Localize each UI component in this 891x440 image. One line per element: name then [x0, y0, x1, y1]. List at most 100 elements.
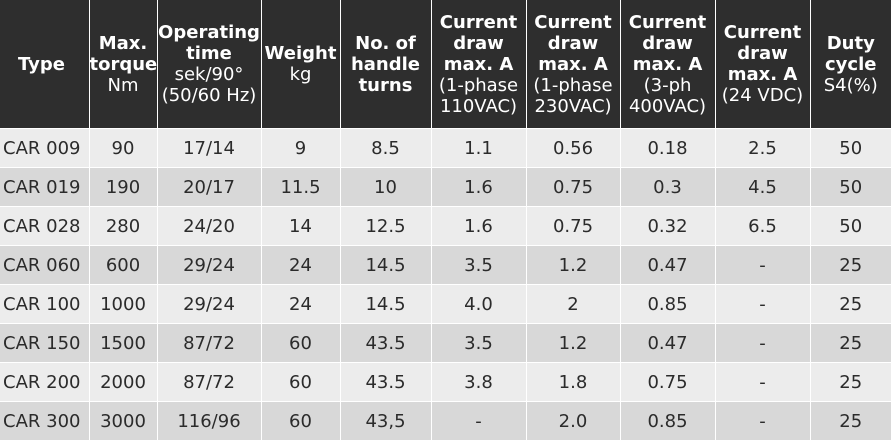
header-operating-time: Operating time sek/90° (50/60 Hz)	[157, 0, 261, 129]
cell-duty-cycle: 50	[810, 207, 891, 246]
cell-type: CAR 300	[0, 402, 89, 440]
header-unit: S4(%)	[811, 75, 891, 96]
cell-current-230vac: 2	[526, 285, 620, 324]
cell-weight: 9	[261, 129, 340, 168]
cell-operating-time: 17/14	[157, 129, 261, 168]
header-unit: (3-ph	[621, 75, 715, 96]
cell-max-torque: 190	[89, 168, 157, 207]
cell-max-torque: 1000	[89, 285, 157, 324]
cell-current-230vac: 2.0	[526, 402, 620, 440]
cell-current-24vdc: -	[715, 402, 810, 440]
header-label: time	[158, 43, 261, 64]
header-max-torque: Max. torque Nm	[89, 0, 157, 129]
cell-max-torque: 1500	[89, 324, 157, 363]
header-unit: (24 VDC)	[716, 85, 810, 106]
cell-current-110vac: -	[431, 402, 526, 440]
cell-max-torque: 2000	[89, 363, 157, 402]
header-label: max. A	[716, 64, 810, 85]
header-unit: (1-phase	[527, 75, 620, 96]
header-unit: sek/90°	[158, 64, 261, 85]
cell-weight: 24	[261, 285, 340, 324]
header-label: Type	[18, 54, 89, 75]
cell-duty-cycle: 25	[810, 246, 891, 285]
cell-current-230vac: 0.56	[526, 129, 620, 168]
cell-duty-cycle: 50	[810, 168, 891, 207]
cell-current-24vdc: 4.5	[715, 168, 810, 207]
cell-type: CAR 100	[0, 285, 89, 324]
header-label: Current	[621, 12, 715, 33]
cell-current-400vac: 0.85	[620, 402, 715, 440]
header-label: Max.	[90, 33, 157, 54]
cell-current-110vac: 1.6	[431, 168, 526, 207]
cell-current-400vac: 0.18	[620, 129, 715, 168]
cell-current-24vdc: -	[715, 363, 810, 402]
cell-handle-turns: 8.5	[340, 129, 431, 168]
header-unit: Nm	[90, 75, 157, 96]
header-label: Operating	[158, 22, 261, 43]
cell-operating-time: 29/24	[157, 246, 261, 285]
header-unit: 230VAC)	[527, 96, 620, 117]
cell-handle-turns: 14.5	[340, 246, 431, 285]
cell-weight: 24	[261, 246, 340, 285]
cell-max-torque: 600	[89, 246, 157, 285]
cell-handle-turns: 43.5	[340, 363, 431, 402]
cell-current-400vac: 0.32	[620, 207, 715, 246]
cell-type: CAR 019	[0, 168, 89, 207]
header-label: draw	[621, 33, 715, 54]
header-label: handle	[341, 54, 431, 75]
cell-current-110vac: 4.0	[431, 285, 526, 324]
cell-current-400vac: 0.47	[620, 324, 715, 363]
cell-max-torque: 90	[89, 129, 157, 168]
cell-handle-turns: 14.5	[340, 285, 431, 324]
header-unit: 400VAC)	[621, 96, 715, 117]
cell-current-24vdc: 2.5	[715, 129, 810, 168]
header-label: draw	[716, 43, 810, 64]
cell-weight: 14	[261, 207, 340, 246]
cell-operating-time: 29/24	[157, 285, 261, 324]
cell-weight: 60	[261, 402, 340, 440]
cell-max-torque: 3000	[89, 402, 157, 440]
cell-current-110vac: 3.8	[431, 363, 526, 402]
cell-current-24vdc: -	[715, 285, 810, 324]
cell-current-110vac: 3.5	[431, 324, 526, 363]
header-label: max. A	[527, 54, 620, 75]
cell-current-230vac: 0.75	[526, 168, 620, 207]
header-label: Current	[716, 22, 810, 43]
cell-operating-time: 87/72	[157, 363, 261, 402]
cell-handle-turns: 12.5	[340, 207, 431, 246]
header-row: Type Max. torque Nm Operating time sek/9…	[0, 0, 891, 129]
cell-current-400vac: 0.85	[620, 285, 715, 324]
cell-operating-time: 24/20	[157, 207, 261, 246]
header-label: max. A	[432, 54, 526, 75]
header-weight: Weight kg	[261, 0, 340, 129]
cell-current-110vac: 1.6	[431, 207, 526, 246]
header-label: Current	[527, 12, 620, 33]
header-label: cycle	[811, 54, 891, 75]
header-label: draw	[432, 33, 526, 54]
cell-handle-turns: 43,5	[340, 402, 431, 440]
cell-handle-turns: 10	[340, 168, 431, 207]
cell-duty-cycle: 25	[810, 324, 891, 363]
header-label: draw	[527, 33, 620, 54]
cell-weight: 11.5	[261, 168, 340, 207]
header-label: max. A	[621, 54, 715, 75]
header-unit: kg	[262, 64, 340, 85]
header-label: Current	[432, 12, 526, 33]
cell-current-230vac: 1.8	[526, 363, 620, 402]
cell-current-24vdc: 6.5	[715, 207, 810, 246]
cell-current-230vac: 1.2	[526, 324, 620, 363]
header-label: Weight	[262, 43, 340, 64]
header-unit: (50/60 Hz)	[158, 85, 261, 106]
cell-type: CAR 028	[0, 207, 89, 246]
header-current-110vac: Current draw max. A (1-phase 110VAC)	[431, 0, 526, 129]
header-unit: (1-phase	[432, 75, 526, 96]
header-current-400vac: Current draw max. A (3-ph 400VAC)	[620, 0, 715, 129]
